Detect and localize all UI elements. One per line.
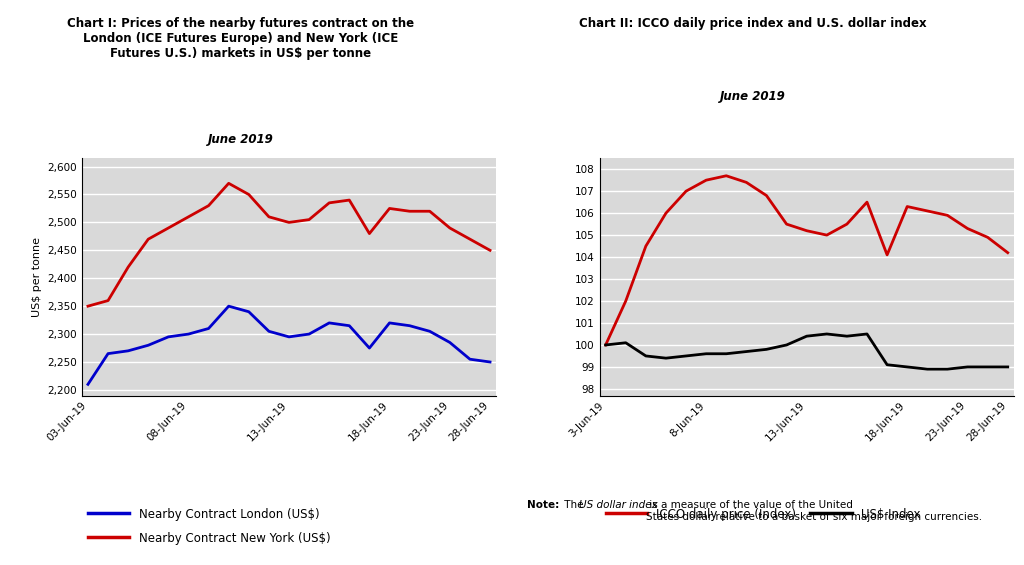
Legend: ICCO daily price (Index), US$ Index: ICCO daily price (Index), US$ Index (605, 508, 921, 521)
Text: Chart I: Prices of the nearby futures contract on the
London (ICE Futures Europe: Chart I: Prices of the nearby futures co… (68, 17, 414, 60)
Text: is a measure of the value of the United
States dollar relative to a basket of si: is a measure of the value of the United … (646, 500, 982, 521)
Y-axis label: US$ per tonne: US$ per tonne (32, 237, 42, 317)
Text: Note:: Note: (527, 500, 559, 510)
Legend: Nearby Contract London (US$), Nearby Contract New York (US$): Nearby Contract London (US$), Nearby Con… (88, 508, 330, 545)
Text: The: The (561, 500, 587, 510)
Text: June 2019: June 2019 (720, 90, 785, 103)
Text: Chart II: ICCO daily price index and U.S. dollar index: Chart II: ICCO daily price index and U.S… (579, 17, 927, 30)
Text: June 2019: June 2019 (208, 133, 273, 146)
Text: US dollar index: US dollar index (579, 500, 657, 510)
